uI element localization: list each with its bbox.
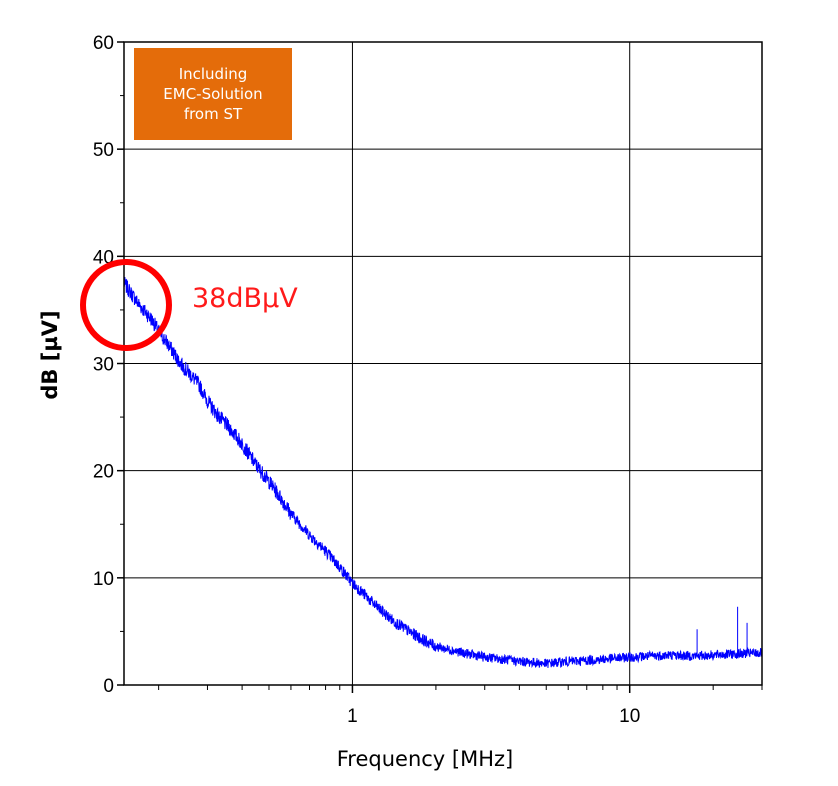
highlight-circle xyxy=(80,259,172,351)
plot-frame xyxy=(123,41,763,686)
minor-ticks xyxy=(117,41,763,693)
x-axis-title: Frequency [MHz] xyxy=(337,747,513,771)
annotation-badge: Including EMC-Solution from ST xyxy=(134,48,292,140)
y-tick-label: 50 xyxy=(93,140,114,161)
badge-line-2: EMC-Solution xyxy=(163,85,263,103)
series-layer xyxy=(123,277,763,669)
badge-line-3: from ST xyxy=(183,105,243,123)
badge-line-1: Including xyxy=(178,65,248,83)
x-tick-label: 1 xyxy=(347,706,358,727)
y-tick-label: 10 xyxy=(93,569,114,590)
y-tick-label: 0 xyxy=(103,676,114,697)
callout-label: 38dBµV xyxy=(192,283,298,314)
x-tick-label: 10 xyxy=(619,706,640,727)
y-tick-label: 30 xyxy=(93,355,114,376)
y-axis-title: dB [µV] xyxy=(38,310,62,399)
y-tick-label: 60 xyxy=(93,33,114,54)
series-line xyxy=(123,277,763,669)
y-tick-label: 20 xyxy=(93,462,114,483)
